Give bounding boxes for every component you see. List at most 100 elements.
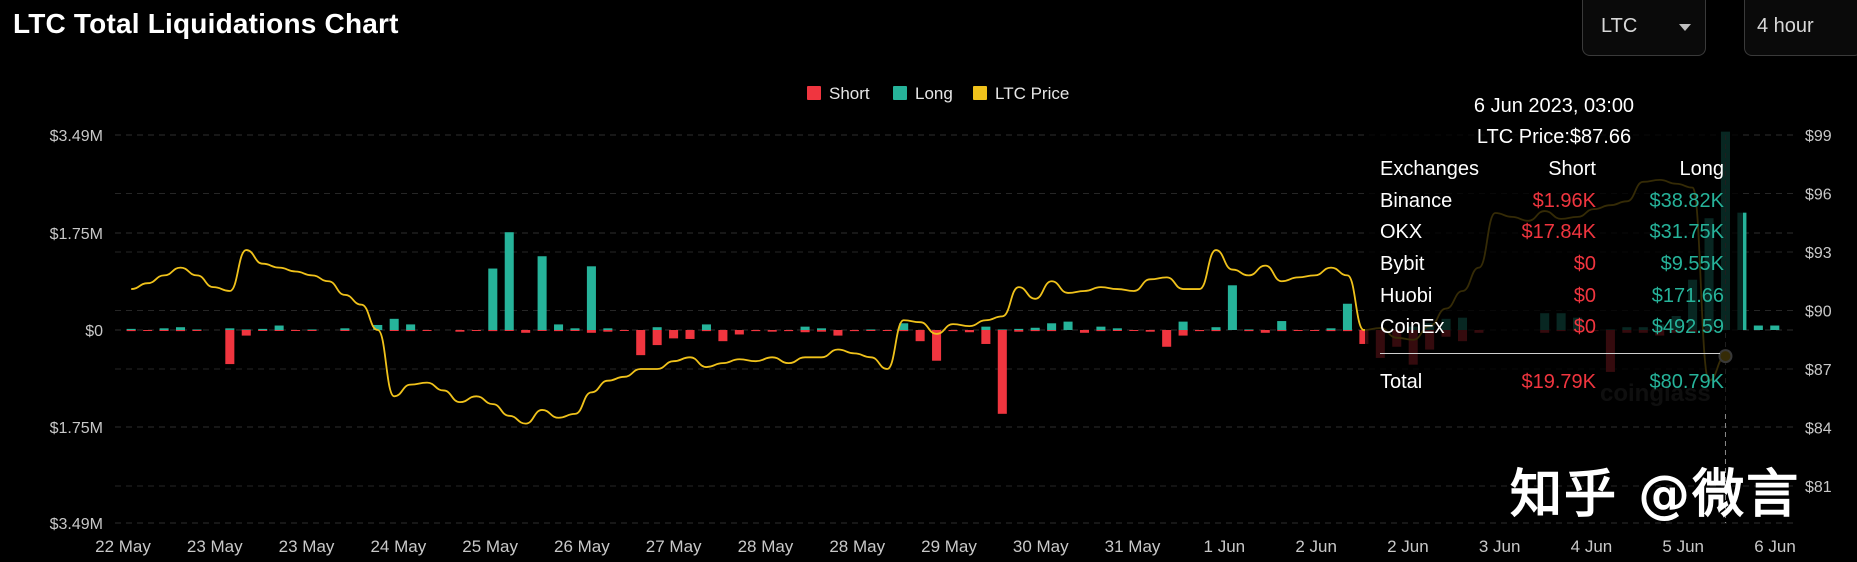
short-bar (1359, 330, 1369, 344)
x-axis-tick: 31 May (1105, 537, 1161, 556)
short-bar (274, 330, 284, 331)
long-bar (340, 328, 350, 330)
legend-price-label: LTC Price (995, 84, 1069, 103)
short-bar (669, 330, 679, 339)
legend-short-swatch (807, 86, 821, 100)
short-bar (1178, 330, 1188, 336)
x-axis-tick: 2 Jun (1295, 537, 1337, 556)
tooltip-long-value: $38.82K (1649, 190, 1724, 212)
tooltip-exchange: Huobi (1380, 285, 1433, 307)
short-bar (685, 330, 695, 339)
short-bar (734, 330, 744, 335)
long-bar (652, 327, 662, 330)
tooltip-exchange: Binance (1380, 190, 1453, 212)
short-bar (882, 330, 892, 331)
short-bar (981, 330, 991, 344)
interval-select-value: 4 hour (1757, 15, 1814, 37)
zhihu-watermark: 知乎 @微言 (1510, 465, 1801, 525)
long-bar (192, 329, 202, 331)
long-bar (1063, 321, 1073, 330)
long-bar (1047, 323, 1057, 330)
short-bar (471, 330, 481, 331)
long-bar (241, 329, 251, 331)
short-bar (751, 330, 761, 332)
short-bar (586, 330, 596, 333)
tooltip-short-value: $1.96K (1532, 190, 1596, 212)
x-axis-tick: 30 May (1013, 537, 1069, 556)
short-bar (1211, 330, 1221, 332)
short-bar (1112, 330, 1122, 331)
long-bar (504, 232, 514, 330)
short-bar (176, 330, 186, 332)
short-bar (422, 330, 432, 331)
short-bar (1096, 330, 1106, 332)
legend-long-label: Long (915, 84, 953, 103)
long-bar (126, 328, 136, 330)
long-bar (899, 323, 909, 330)
left-axis-tick: $3.49M (50, 128, 103, 145)
long-bar (1211, 327, 1221, 330)
short-bar (784, 330, 794, 332)
chart-tooltip: 6 Jun 2023, 03:00 LTC Price:$87.66 Excha… (1365, 80, 1743, 412)
short-bar (964, 330, 974, 333)
x-axis-tick: 1 Jun (1204, 537, 1246, 556)
left-axis-tick: $1.75M (50, 226, 103, 243)
short-bar (1195, 330, 1205, 332)
tooltip-short-value: $17.84K (1521, 221, 1596, 243)
long-bar (997, 329, 1007, 331)
x-axis-tick: 28 May (738, 537, 794, 556)
short-bar (833, 330, 843, 336)
short-bar (504, 330, 514, 331)
coin-select[interactable]: LTC (1582, 0, 1706, 56)
right-axis-tick: $81 (1805, 479, 1832, 496)
tooltip-total-long: $80.79K (1649, 371, 1724, 393)
short-bar (488, 330, 498, 332)
x-axis-tick: 27 May (646, 537, 702, 556)
x-axis-tick: 24 May (370, 537, 426, 556)
tooltip-exchange: CoinEx (1380, 316, 1445, 338)
tooltip-header-short: Short (1548, 158, 1596, 180)
interval-select[interactable]: 4 hour (1744, 0, 1857, 56)
tooltip-header-row: Exchanges Short Long (1380, 158, 1728, 186)
long-bar (866, 329, 876, 331)
x-axis-tick: 2 Jun (1387, 537, 1429, 556)
long-bar (1770, 325, 1780, 330)
short-bar (1145, 330, 1155, 332)
left-axis-tick: $1.75M (50, 420, 103, 437)
right-axis-tick: $90 (1805, 304, 1832, 321)
short-bar (701, 330, 711, 332)
short-bar (291, 330, 301, 331)
short-bar (636, 330, 646, 356)
long-bar (258, 328, 268, 330)
long-bar (603, 328, 613, 330)
long-bar (373, 324, 383, 330)
tooltip-long-value: $9.55K (1660, 253, 1724, 275)
right-axis-tick: $99 (1805, 128, 1832, 145)
tooltip-price: LTC Price:$87.66 (1476, 126, 1632, 148)
short-bar (521, 330, 531, 333)
short-bar (816, 330, 827, 332)
long-bar (981, 326, 991, 330)
x-axis-tick: 23 May (279, 537, 335, 556)
x-axis-tick: 26 May (554, 537, 610, 556)
short-bar (1244, 330, 1254, 332)
tooltip-exchange: Bybit (1380, 253, 1425, 275)
long-bar (1342, 303, 1352, 330)
short-bar (455, 330, 465, 332)
long-bar (701, 324, 711, 330)
long-bar (1014, 328, 1024, 330)
short-bar (1014, 330, 1024, 332)
long-bar (1244, 329, 1254, 331)
chevron-down-icon (1679, 24, 1691, 31)
long-bar (1096, 326, 1106, 330)
tooltip-total-label: Total (1380, 371, 1423, 393)
tooltip-header-exchanges: Exchanges (1380, 158, 1479, 180)
long-bar (225, 328, 235, 330)
tooltip-row: OKX $17.84K $31.75K (1380, 221, 1728, 249)
tooltip-exchange: OKX (1380, 221, 1423, 243)
short-bar (340, 330, 350, 331)
right-axis-tick: $87 (1805, 362, 1832, 379)
short-bar (997, 330, 1007, 414)
long-bar (389, 318, 399, 330)
short-bar (1162, 330, 1172, 347)
